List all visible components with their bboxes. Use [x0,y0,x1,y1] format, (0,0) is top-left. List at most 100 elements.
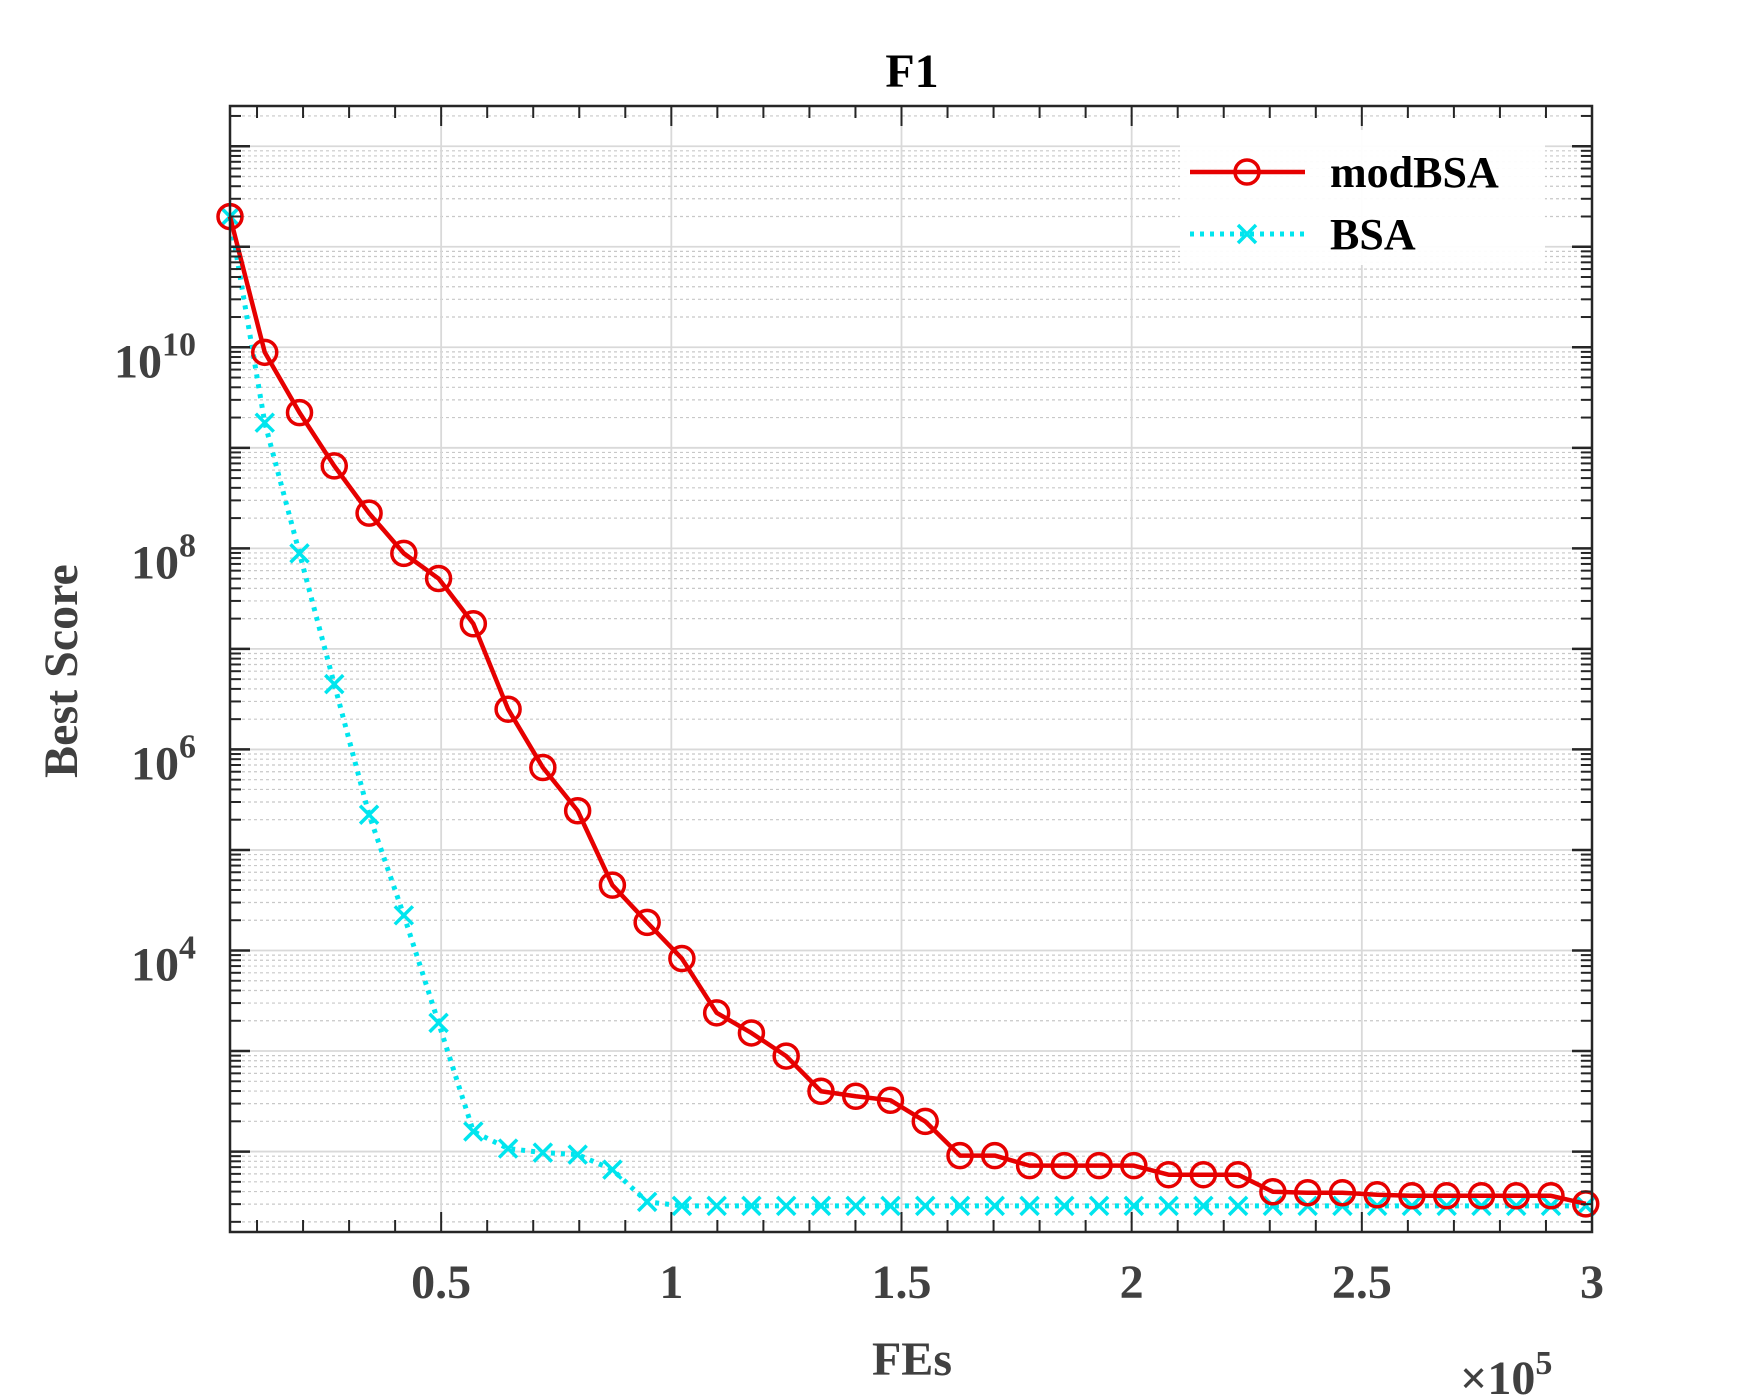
x-tick-label: 1 [659,1256,683,1309]
data-point-bsa [358,804,380,826]
series-modbsa [216,202,1600,1218]
data-point-modbsa [1120,1151,1148,1180]
data-point-modbsa [494,695,522,723]
axes-box [228,104,1594,1234]
series-bsa [219,206,1596,1217]
data-point-bsa [393,905,415,926]
data-point-bsa [1088,1195,1110,1217]
data-point-modbsa [598,871,627,899]
data-point-modbsa [1502,1182,1530,1210]
x-multiplier-base: 10 [1487,1352,1535,1400]
data-point-modbsa [702,999,731,1027]
data-point-bsa [1262,1195,1284,1217]
data-point-modbsa [668,944,696,973]
y-tick-label: 104 [131,930,196,992]
data-point-bsa [706,1195,727,1217]
data-point-modbsa [1328,1179,1357,1207]
data-point-modbsa [1050,1151,1079,1180]
data-point-bsa [915,1195,936,1217]
x-tick-label: 3 [1580,1256,1604,1309]
data-point-bsa [463,1121,484,1142]
x-multiplier-symbol: × [1460,1352,1487,1400]
data-point-modbsa [1398,1182,1426,1210]
data-point-bsa [810,1195,832,1217]
data-point-modbsa [737,1019,766,1047]
data-point-modbsa [390,539,418,568]
data-point-modbsa [1537,1182,1565,1210]
legend-item-bsa: BSA [1190,210,1416,259]
x-multiplier-exponent: 5 [1535,1345,1552,1382]
data-point-bsa [1401,1195,1423,1217]
data-point-modbsa [1293,1179,1322,1207]
data-point-modbsa [1363,1181,1391,1209]
data-point-bsa [1505,1195,1527,1217]
data-point-bsa [532,1142,554,1163]
data-point-bsa [567,1144,588,1165]
y-tick-label: 106 [131,728,196,790]
ticks [230,106,1593,1232]
data-point-bsa [602,1159,623,1180]
data-point-modbsa [563,797,592,825]
y-axis-label: Best Score [35,564,88,778]
x-tick-label: 2 [1120,1256,1144,1309]
data-point-bsa [741,1195,762,1217]
data-point-modbsa [1432,1182,1461,1210]
data-point-bsa [1158,1195,1179,1217]
data-point-bsa [1436,1195,1457,1217]
data-point-bsa [880,1195,901,1217]
data-point-modbsa [529,753,557,782]
legend-marker [1233,158,1261,186]
tick-labels: 0.5 1 1.5 2 2.5 3 104 106 108 1010 [114,326,1604,1309]
data-point-modbsa [841,1082,870,1111]
series-line-bsa [227,216,1586,1209]
data-point-bsa [1054,1195,1075,1217]
data-point-bsa [1123,1195,1145,1217]
data-point-modbsa [320,452,349,480]
data-point-bsa [636,1191,658,1213]
data-point-modbsa [911,1107,939,1136]
data-point-bsa [1019,1195,1040,1217]
x-tick-label: 2.5 [1332,1256,1392,1309]
data-point-modbsa [946,1141,974,1170]
data-point-modbsa [1015,1151,1044,1180]
data-point-bsa [845,1195,866,1217]
data-point-bsa [1227,1195,1249,1217]
data-point-modbsa [1467,1182,1496,1210]
x-axis-label: FEs [872,1333,952,1386]
data-point-bsa [289,543,310,564]
data-point-bsa [949,1195,971,1217]
legend-label: BSA [1330,210,1416,259]
chart-title: F1 [885,45,938,98]
series-line-modbsa [227,216,1587,1207]
data-point-modbsa [251,338,279,367]
y-tick-label: 1010 [114,326,196,388]
data-point-modbsa [424,564,453,593]
x-tick-label: 0.5 [411,1256,471,1309]
data-point-bsa [428,1012,449,1034]
legend-marker [1236,223,1258,245]
legend: modBSA BSA [1180,130,1545,265]
x-multiplier: ×105 [1460,1345,1552,1400]
data-point-modbsa [1085,1151,1113,1180]
data-point-bsa [1540,1195,1562,1217]
data-point-bsa [324,673,345,695]
data-point-bsa [671,1195,693,1217]
legend-label: modBSA [1330,148,1499,197]
data-point-bsa [984,1195,1005,1217]
data-point-modbsa [355,499,383,527]
data-point-modbsa [807,1077,835,1105]
data-point-modbsa [285,398,314,427]
data-point-modbsa [1154,1160,1183,1189]
data-point-modbsa [1189,1160,1218,1189]
data-point-modbsa [1259,1178,1287,1206]
data-point-modbsa [772,1042,800,1070]
data-point-modbsa [633,908,661,937]
data-point-bsa [497,1138,519,1159]
data-point-bsa [1193,1195,1214,1217]
data-point-modbsa [876,1086,905,1115]
legend-item-modbsa: modBSA [1190,148,1499,197]
data-point-bsa [254,412,275,433]
data-point-modbsa [981,1141,1009,1170]
